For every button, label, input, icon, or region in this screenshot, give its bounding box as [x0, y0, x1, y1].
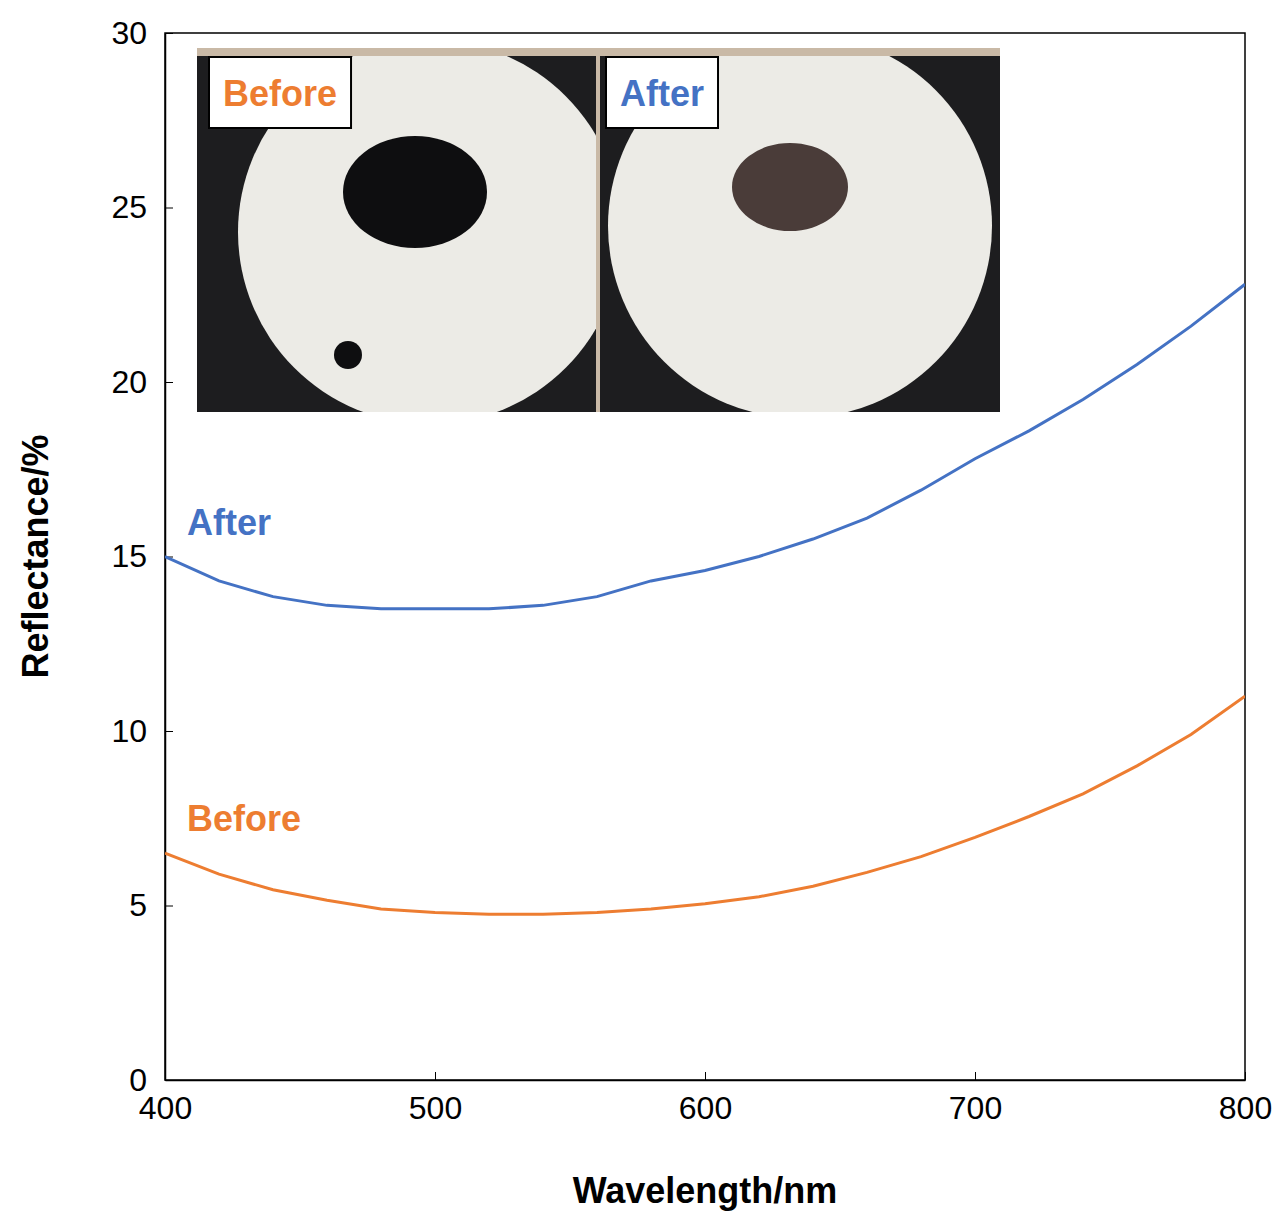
x-tick-mark: [1245, 1072, 1246, 1080]
series-line: [165, 696, 1245, 914]
y-tick: 0: [129, 1062, 173, 1098]
x-tick: 700: [949, 1072, 1002, 1126]
y-axis-title: Reflectance/%: [15, 434, 56, 678]
y-tick: 30: [111, 15, 173, 51]
series-label: After: [187, 502, 271, 543]
y-tick-label: 5: [129, 887, 147, 923]
inset-label: Before: [223, 73, 337, 114]
x-tick-label: 700: [949, 1090, 1002, 1126]
inset-label-box: [209, 57, 351, 128]
series-label: Before: [187, 798, 301, 839]
y-tick: 20: [111, 364, 173, 400]
y-tick-mark: [165, 382, 173, 383]
inset-label-box: [606, 57, 718, 128]
y-tick-mark: [165, 33, 173, 34]
x-tick-mark: [435, 1072, 436, 1080]
powder-spot: [732, 143, 848, 231]
y-tick-label: 30: [111, 15, 147, 51]
powder-spot: [334, 341, 362, 369]
x-tick-mark: [975, 1072, 976, 1080]
y-tick-mark: [165, 731, 173, 732]
y-tick-label: 0: [129, 1062, 147, 1098]
x-tick: 500: [409, 1072, 462, 1126]
x-tick: 600: [679, 1072, 732, 1126]
x-axis-title: Wavelength/nm: [573, 1170, 838, 1211]
inset-label: After: [620, 73, 704, 114]
chart: 400500600700800051015202530Wavelength/nm…: [0, 0, 1288, 1225]
x-axis: 400500600700800: [139, 1072, 1272, 1126]
x-tick-mark: [705, 1072, 706, 1080]
y-tick-label: 20: [111, 364, 147, 400]
y-tick: 25: [111, 189, 173, 225]
inset-photo: Before After: [197, 34, 1000, 424]
y-tick-label: 10: [111, 713, 147, 749]
x-tick-label: 800: [1219, 1090, 1272, 1126]
y-tick-label: 15: [111, 538, 147, 574]
inset-plate: [197, 56, 596, 412]
y-tick: 15: [111, 538, 173, 574]
y-tick: 5: [129, 887, 173, 923]
x-tick-label: 500: [409, 1090, 462, 1126]
plot-frame: [165, 33, 1245, 1080]
y-tick: 10: [111, 713, 173, 749]
sample-disc: [608, 56, 992, 412]
y-tick-label: 25: [111, 189, 147, 225]
x-tick: 800: [1219, 1072, 1272, 1126]
y-tick-mark: [165, 208, 173, 209]
y-tick-mark: [165, 1080, 173, 1081]
x-tick-label: 600: [679, 1090, 732, 1126]
inset-plate: [600, 56, 1000, 412]
y-axis: 0 5 10 15 20 25 30: [111, 15, 173, 1098]
powder-spot: [343, 136, 487, 248]
y-tick-mark: [165, 906, 173, 907]
